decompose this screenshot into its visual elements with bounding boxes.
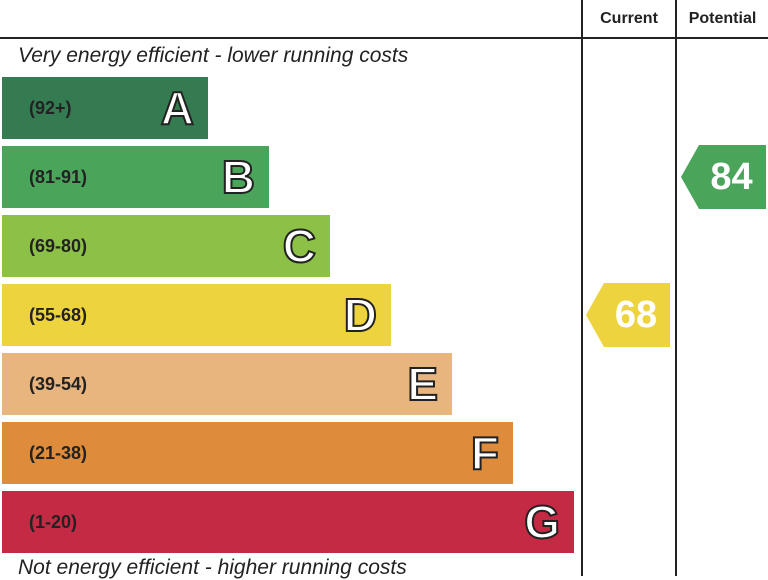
current-rating-value: 68 [614,294,658,336]
potential-rating-value: 84 [710,156,753,198]
band-e-range: (39-54) [29,374,88,394]
current-column-divider [581,0,583,576]
band-e: (39-54) E [2,353,452,415]
band-f: (21-38) F [2,422,513,484]
band-g: (1-20) G [2,491,574,553]
header-divider [0,37,768,39]
band-g-range: (1-20) [29,512,78,532]
current-column-header: Current [600,10,658,27]
band-e-letter: E [406,357,439,411]
band-c-letter: C [282,219,317,273]
band-b-letter: B [221,150,256,204]
band-c-range: (69-80) [29,236,88,256]
band-a-range: (92+) [29,98,72,118]
current-rating-arrow: 68 [586,283,670,347]
band-f-letter: F [470,426,500,480]
efficient-caption: Very energy efficient - lower running co… [18,44,409,67]
potential-column-header: Potential [688,10,757,27]
band-d-range: (55-68) [29,305,88,325]
band-a-letter: A [160,81,195,135]
band-c: (69-80) C [2,215,330,277]
band-b: (81-91) B [2,146,269,208]
band-d: (55-68) D [2,284,391,346]
inefficient-caption: Not energy efficient - higher running co… [18,556,407,579]
band-f-range: (21-38) [29,443,88,463]
band-a: (92+) A [2,77,208,139]
potential-rating-arrow: 84 [681,145,766,209]
band-g-letter: G [523,495,561,549]
band-d-letter: D [343,288,378,342]
potential-column-divider [675,0,677,576]
band-b-range: (81-91) [29,167,88,187]
